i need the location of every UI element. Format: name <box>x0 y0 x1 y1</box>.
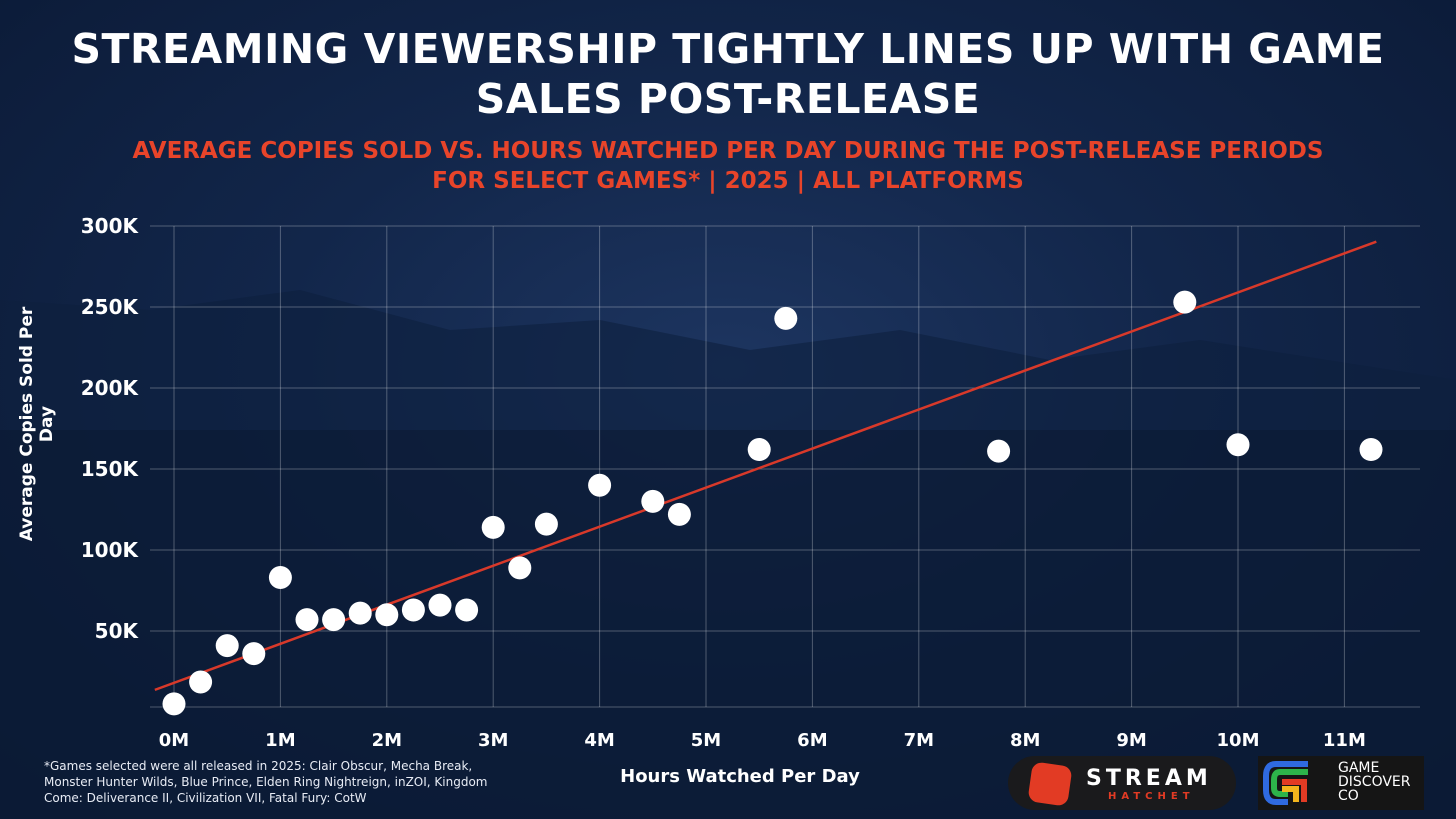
data-point <box>747 438 771 462</box>
x-tick-label: 2M <box>372 730 402 751</box>
y-tick-label: 200K <box>81 376 140 400</box>
hatchet-icon <box>1027 761 1073 807</box>
data-point <box>1226 433 1250 457</box>
data-point <box>375 603 399 627</box>
footnote: *Games selected were all released in 202… <box>44 759 488 805</box>
game-discover-co-logo: GAME DISCOVER CO <box>1258 756 1424 810</box>
data-point <box>987 439 1011 463</box>
chart-title: STREAMING VIEWERSHIP TIGHTLY LINES UP WI… <box>71 25 1385 123</box>
data-point <box>322 608 346 632</box>
x-tick-label: 1M <box>265 730 295 751</box>
logo-text: GAME DISCOVER CO <box>1338 760 1411 804</box>
chart-subtitle: AVERAGE COPIES SOLD VS. HOURS WATCHED PE… <box>0 136 1456 196</box>
x-tick-label: 9M <box>1116 730 1146 751</box>
logo-text: HATCHET <box>1108 791 1195 802</box>
y-tick-label: 50K <box>95 619 140 643</box>
x-tick-label: 11M <box>1323 730 1366 751</box>
x-tick-label: 10M <box>1217 730 1260 751</box>
logo-text: STREAM <box>1086 766 1212 791</box>
data-point <box>348 601 372 625</box>
x-tick-label: 0M <box>159 730 189 751</box>
data-point <box>1359 438 1383 462</box>
data-point <box>162 692 186 716</box>
x-tick-label: 5M <box>691 730 721 751</box>
data-point <box>268 566 292 590</box>
subtitle-line-2: FOR SELECT GAMES* | 2025 | ALL PLATFORMS <box>432 168 1024 194</box>
data-point <box>189 670 213 694</box>
data-point <box>641 489 665 513</box>
data-point <box>774 306 798 330</box>
data-point <box>508 556 532 580</box>
data-point <box>401 598 425 622</box>
data-point <box>455 598 479 622</box>
y-axis-label: Average Copies Sold Per Day <box>17 306 57 542</box>
y-tick-label: 300K <box>81 214 140 238</box>
data-point <box>588 473 612 497</box>
stream-hatchet-logo: STREAM HATCHET <box>1008 756 1236 810</box>
x-tick-label: 4M <box>584 730 614 751</box>
data-point <box>667 502 691 526</box>
x-axis-label: Hours Watched Per Day <box>620 766 860 787</box>
gdc-icon <box>1263 761 1308 805</box>
x-tick-label: 7M <box>904 730 934 751</box>
data-point <box>481 515 505 539</box>
data-point <box>295 608 319 632</box>
x-tick-label: 6M <box>797 730 827 751</box>
data-point <box>428 593 452 617</box>
data-point <box>242 642 266 666</box>
y-tick-label: 250K <box>81 295 140 319</box>
y-tick-label: 100K <box>81 538 140 562</box>
subtitle-line-1: AVERAGE COPIES SOLD VS. HOURS WATCHED PE… <box>132 138 1324 164</box>
x-tick-label: 8M <box>1010 730 1040 751</box>
x-tick-label: 3M <box>478 730 508 751</box>
data-point <box>534 512 558 536</box>
y-tick-label: 150K <box>81 457 140 481</box>
data-point <box>1173 290 1197 314</box>
data-point <box>215 634 239 658</box>
